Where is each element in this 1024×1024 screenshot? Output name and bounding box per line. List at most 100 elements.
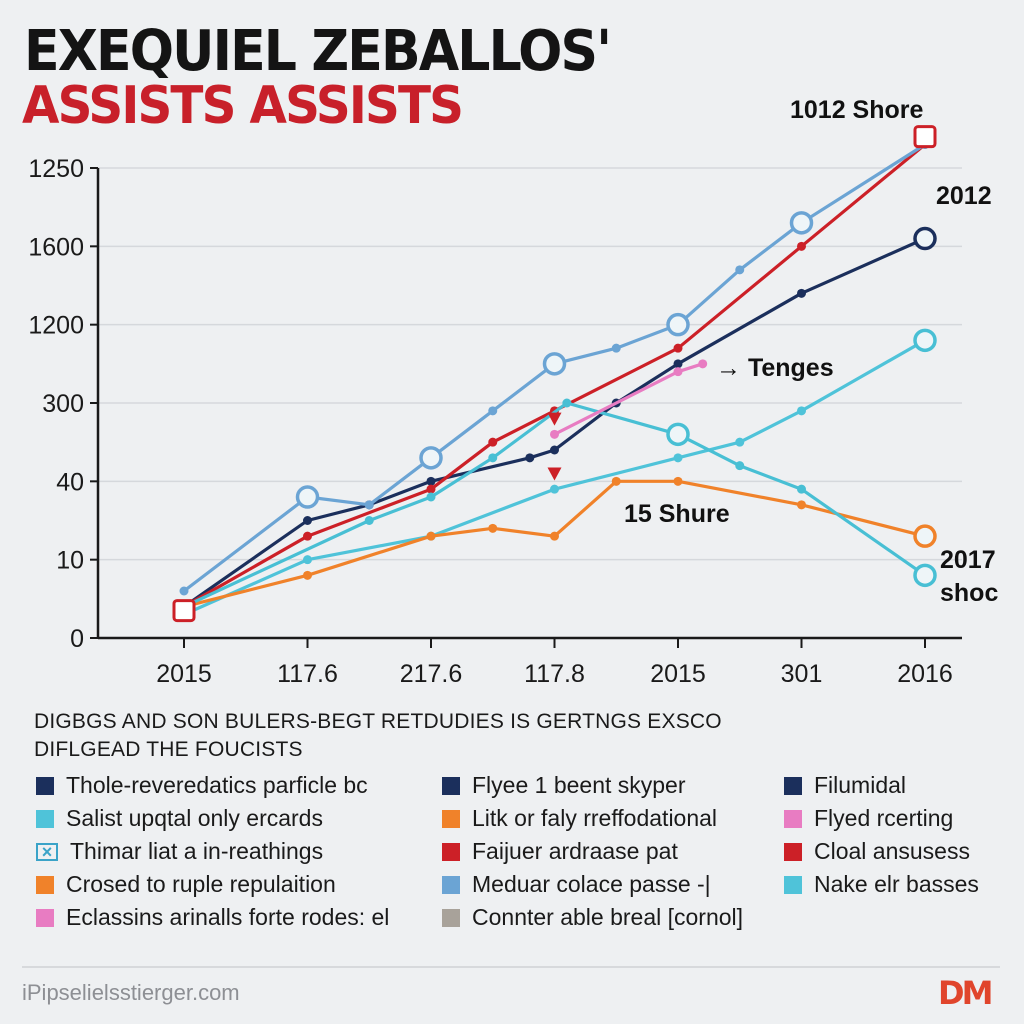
legend-label: Connter able breal [cornol] <box>472 904 744 930</box>
data-point <box>735 461 745 471</box>
data-point <box>364 516 374 525</box>
data-point <box>550 429 559 439</box>
x-tick-label: 217.6 <box>400 660 463 688</box>
legend-swatch <box>784 842 802 861</box>
caption-line-1: DIGBGS AND SON BULERS-BEGT RETDUDIES IS … <box>34 710 722 733</box>
legend-item: Connter able breal [cornol] <box>442 904 743 931</box>
marker-circle-open <box>542 352 567 376</box>
legend-item: × Thimar liat a in-reathings <box>36 838 323 865</box>
chart-caption: DIGBGS AND SON BULERS-BEGT RETDUDIES IS … <box>34 708 994 764</box>
y-tick-label: 0 <box>70 625 84 653</box>
y-tick-labels: 0 10 40 300 1200 1600 1250 <box>28 155 84 653</box>
x-tick-label: 2016 <box>897 660 953 688</box>
data-point <box>488 437 498 447</box>
data-point <box>488 523 498 533</box>
legend-label: Flyed rcerting <box>814 805 954 831</box>
legend-label: Meduar colace passe -| <box>472 871 711 897</box>
legend-swatch <box>784 809 802 828</box>
legend-label: Filumidal <box>814 772 907 798</box>
x-tick-label: 117.6 <box>277 660 338 688</box>
marker-square-open <box>172 599 196 623</box>
legend-swatch <box>36 875 54 894</box>
data-point <box>303 516 312 525</box>
legend-swatch <box>36 776 54 795</box>
data-point <box>488 406 498 416</box>
data-point <box>426 492 436 502</box>
caption-line-2: DIFLGEAD THE FOUCISTS <box>34 738 303 761</box>
legend-swatch <box>442 776 460 795</box>
data-point <box>488 453 498 463</box>
marker-circle-open <box>913 563 937 588</box>
data-point <box>303 570 312 580</box>
x-tick-labels: 2015 117.6 217.6 117.8 2015 301 2016 <box>156 660 953 688</box>
chart-title: EXEQUIEL ZEBALLOS' <box>24 19 612 84</box>
legend-item: Filumidal <box>784 772 906 799</box>
data-point <box>797 288 806 298</box>
annotation-label: 15 Shure <box>624 500 730 528</box>
data-point <box>797 500 806 510</box>
legend-swatch <box>442 809 460 828</box>
legend-label: Thimar liat a in-reathings <box>70 838 324 864</box>
marker-circle-open <box>913 524 937 548</box>
x-tick-label: 2015 <box>156 660 212 688</box>
legend-swatch <box>442 908 460 927</box>
marker-circle-open <box>295 485 320 509</box>
legend-label: Litk or faly rreffodational <box>472 805 718 831</box>
data-point <box>735 265 745 275</box>
legend-item: Thole-reveredatics parficle bc <box>36 772 368 799</box>
legend-item: Crosed to ruple repulaition <box>36 871 336 898</box>
data-point <box>797 484 806 494</box>
legend-label: Crosed to ruple repulaition <box>66 871 336 897</box>
marker-circle-open <box>666 422 690 447</box>
annotation-label: 2012 <box>936 182 992 210</box>
legend-item: Cloal ansusess <box>784 838 970 865</box>
data-point <box>550 445 559 455</box>
data-point <box>550 531 559 541</box>
annotation-label: 2017 <box>940 546 996 574</box>
data-point <box>426 476 436 486</box>
legend-item: Flyee 1 beent skyper <box>442 772 686 799</box>
data-point <box>525 453 535 463</box>
legend-swatch <box>784 776 802 795</box>
legend-label: Salist upqtal only ercards <box>66 805 323 831</box>
legend-label: Thole-reveredatics parficle bc <box>66 772 368 798</box>
data-point <box>797 406 806 416</box>
annotation-label: → Tenges <box>716 354 834 382</box>
legend-item: Faijuer ardraase pat <box>442 838 678 865</box>
data-point <box>179 586 189 596</box>
legend: Thole-reveredatics parficle bc Flyee 1 be… <box>0 772 1024 952</box>
marker-group <box>172 125 937 623</box>
data-point <box>426 484 436 494</box>
x-tick-label: 117.8 <box>524 660 585 688</box>
legend-label: Eclassins arinalls forte rodes: el <box>66 904 390 930</box>
legend-swatch <box>36 809 54 828</box>
legend-item: Nake elr basses <box>784 871 979 898</box>
x-tick-label: 301 <box>781 660 823 688</box>
annotation-label: shoc <box>940 579 998 607</box>
legend-swatch <box>36 908 54 927</box>
axes <box>90 167 962 648</box>
x-tick-label: 2015 <box>650 660 706 688</box>
legend-swatch: × <box>36 842 58 861</box>
marker-square-open <box>913 125 937 149</box>
legend-label: Flyee 1 beent skyper <box>472 772 686 798</box>
y-tick-label: 10 <box>56 547 84 575</box>
marker-circle-open <box>913 328 937 353</box>
marker-circle-open <box>419 446 443 470</box>
legend-label: Faijuer ardraase pat <box>472 838 678 864</box>
data-point <box>673 453 683 463</box>
y-tick-label: 300 <box>42 390 84 418</box>
chart-subtitle: ASSISTS ASSISTS <box>22 76 464 136</box>
data-point <box>550 484 559 494</box>
y-tick-label: 1600 <box>28 233 84 261</box>
legend-item: Salist upqtal only ercards <box>36 805 323 832</box>
y-tick-label: 1250 <box>28 155 84 183</box>
data-point <box>735 437 745 447</box>
series-line-1 <box>182 142 927 609</box>
legend-swatch <box>442 842 460 861</box>
data-point <box>611 476 621 486</box>
annotation-label: 1012 Shore <box>790 96 924 124</box>
legend-item: Eclassins arinalls forte rodes: el <box>36 904 389 931</box>
data-point <box>698 359 708 369</box>
y-tick-label: 1200 <box>28 312 84 340</box>
